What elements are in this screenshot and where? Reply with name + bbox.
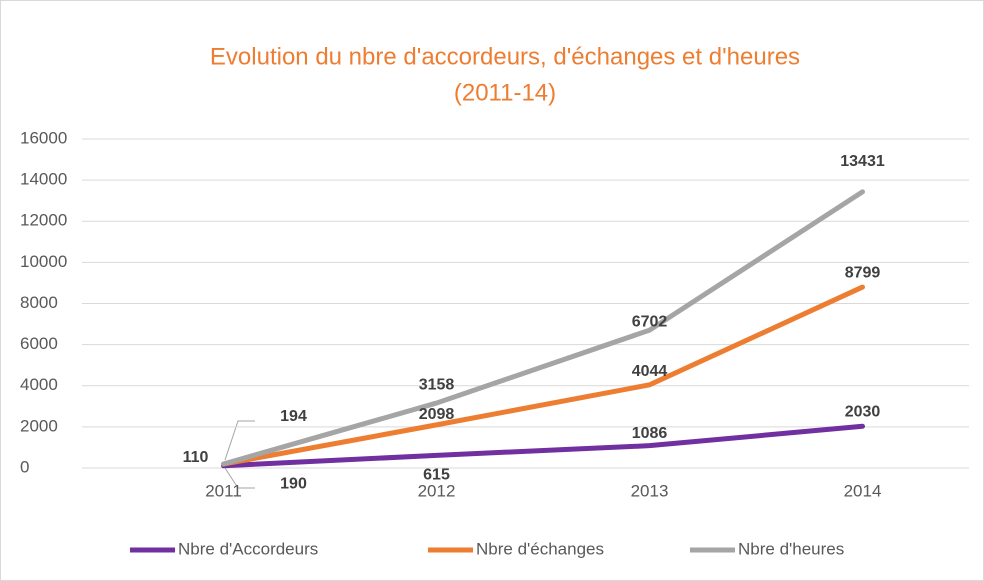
x-tick-label: 2012 [418,481,456,500]
data-label: 110 [183,449,209,466]
y-tick-label: 6000 [20,334,58,353]
x-tick-label: 2014 [844,481,882,500]
y-tick-label: 16000 [20,128,67,147]
y-tick-label: 8000 [20,293,58,312]
x-tick-label: 2013 [631,481,669,500]
series-line [221,423,865,469]
data-label: 4044 [632,363,668,380]
data-label: 2098 [419,406,455,423]
data-label: 8799 [845,264,881,281]
chart-title: (2011-14) [454,79,556,106]
chart-title: Evolution du nbre d'accordeurs, d'échang… [210,43,800,70]
data-label: 3158 [419,376,455,393]
data-label: 13431 [840,153,885,170]
y-tick-label: 0 [20,457,29,476]
y-tick-label: 2000 [20,416,58,435]
data-label: 194 [280,408,307,425]
x-tick-label: 2011 [205,481,242,500]
data-label: 615 [423,467,450,484]
legend-label: Nbre d'échanges [476,539,604,558]
data-label: 1086 [632,425,668,442]
legend-label: Nbre d'heures [738,539,844,558]
data-label: 190 [280,475,307,492]
series-line [221,284,865,467]
data-label: 6702 [632,313,668,330]
y-tick-label: 14000 [20,170,67,189]
y-tick-label: 10000 [20,252,67,271]
series-line [221,189,865,467]
legend-label: Nbre d'Accordeurs [178,539,318,558]
y-tick-label: 4000 [20,375,58,394]
leader-line [224,420,255,461]
leader-line [224,467,255,489]
y-tick-label: 12000 [20,211,67,230]
data-label: 2030 [845,403,881,420]
